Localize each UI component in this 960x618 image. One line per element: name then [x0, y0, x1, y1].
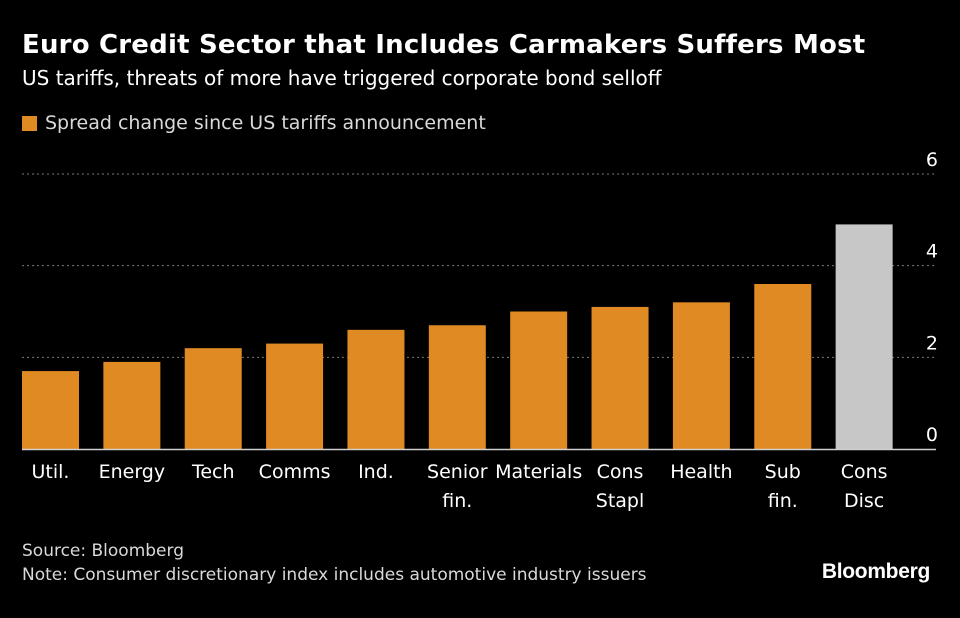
chart-legend: Spread change since US tariffs announcem… — [22, 112, 486, 134]
note-text: Note: Consumer discretionary index inclu… — [22, 565, 647, 585]
chart-subtitle: US tariffs, threats of more have trigger… — [22, 66, 662, 90]
x-tick-label: Util. — [32, 461, 70, 483]
x-tick-label: fin. — [442, 490, 472, 512]
x-tick-label: Cons — [597, 461, 644, 483]
legend-swatch — [22, 116, 37, 131]
x-tick-label: Ind. — [358, 461, 394, 483]
y-tick-label: 4 — [926, 241, 938, 263]
x-tick-label: Materials — [495, 461, 582, 483]
x-tick-label: Health — [670, 461, 732, 483]
bar-chart: 0 2 4 6 Util. Energy Tech Comms Ind. Senior fin. Ma… — [22, 149, 938, 512]
x-tick-label: Disc — [844, 490, 884, 512]
source-text: Source: Bloomberg — [22, 541, 184, 561]
x-tick-label: fin. — [768, 490, 798, 512]
bar — [510, 311, 568, 449]
x-tick-label: Comms — [259, 461, 331, 483]
x-tick-label: Sub — [765, 461, 801, 483]
x-tick-label: Senior — [427, 461, 488, 483]
bloomberg-logo: Bloomberg — [821, 560, 930, 583]
bar — [672, 302, 730, 449]
y-tick-label: 6 — [926, 149, 938, 171]
bar — [184, 348, 242, 449]
y-tick-label: 0 — [926, 424, 938, 446]
x-tick-label: Cons — [841, 461, 888, 483]
bar — [754, 284, 812, 449]
x-tick-label: Tech — [191, 461, 235, 483]
bar — [428, 325, 486, 449]
y-tick-label: 2 — [926, 332, 938, 354]
bar — [22, 371, 79, 449]
bar — [266, 343, 324, 449]
x-tick-label: Stapl — [596, 490, 645, 512]
bar — [591, 306, 649, 449]
bar — [835, 224, 893, 449]
x-tick-label: Energy — [99, 461, 166, 483]
chart-title: Euro Credit Sector that Includes Carmake… — [22, 30, 866, 60]
bar — [347, 329, 405, 449]
legend-label: Spread change since US tariffs announcem… — [45, 112, 486, 134]
bar — [103, 361, 161, 449]
